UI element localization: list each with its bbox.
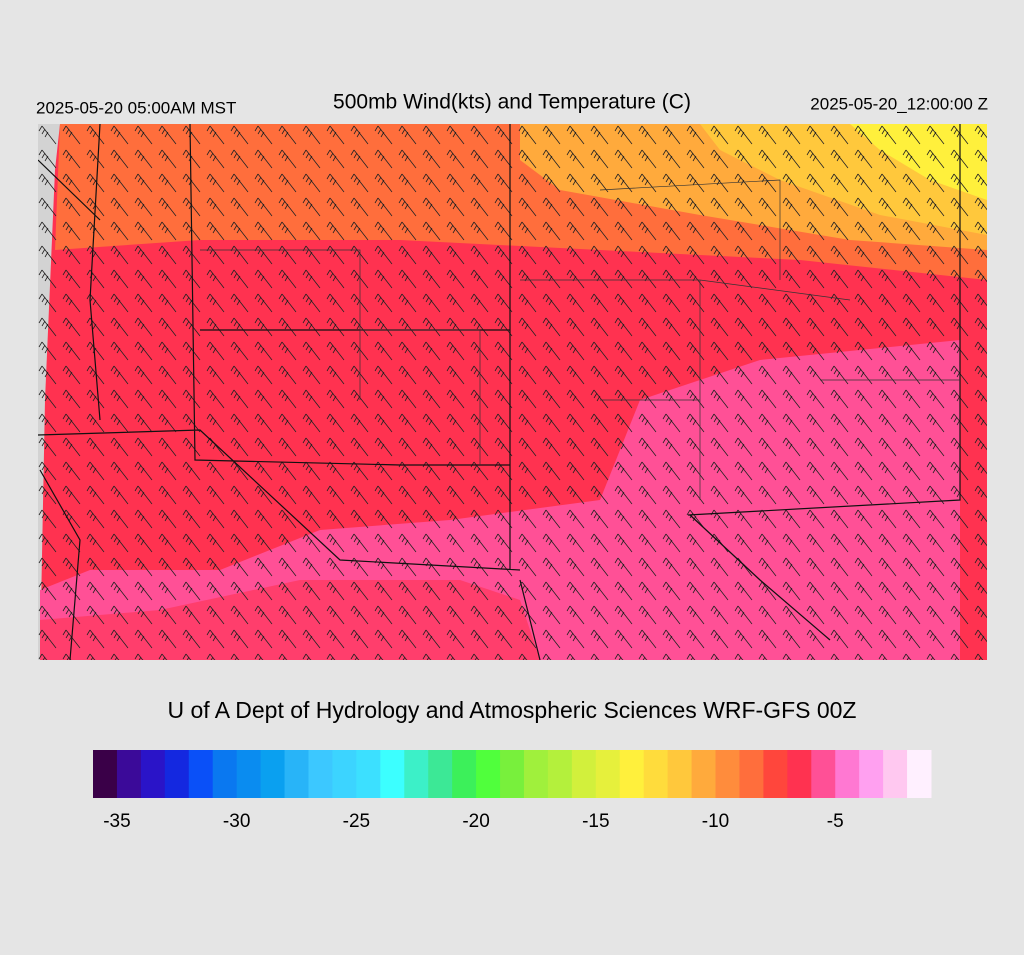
colorbar-swatch xyxy=(452,750,477,798)
colorbar-swatch xyxy=(380,750,405,798)
map-title: 500mb Wind(kts) and Temperature (C) xyxy=(333,91,691,114)
state-borders xyxy=(38,124,961,660)
valid-time-utc: 2025-05-20_12:00:00 Z xyxy=(810,94,988,113)
colorbar-swatch xyxy=(547,750,573,798)
colorbar-swatch xyxy=(619,750,645,798)
colorbar-swatch xyxy=(739,750,764,798)
colorbar-swatch xyxy=(500,750,525,798)
colorbar-tick-label: -25 xyxy=(343,811,370,832)
colorbar-tick-label: -10 xyxy=(702,811,729,832)
colorbar-swatch xyxy=(907,750,932,798)
colorbar-swatch xyxy=(811,750,836,798)
colorbar-tick-label: -35 xyxy=(103,811,130,832)
colorbar-swatch xyxy=(188,750,214,798)
colorbar-tick-label: -20 xyxy=(462,811,489,832)
wind-barbs xyxy=(38,124,987,660)
colorbar-swatch xyxy=(859,750,884,798)
colorbar-swatch xyxy=(787,750,812,798)
colorbar-swatch xyxy=(404,750,429,798)
colorbar-swatch xyxy=(476,750,501,798)
colorbar-swatch xyxy=(571,750,597,798)
colorbar-swatch xyxy=(595,750,621,798)
colorbar-swatch xyxy=(883,750,908,798)
colorbar-swatch xyxy=(212,750,238,798)
colorbar-swatch xyxy=(356,750,381,798)
colorbar-swatch xyxy=(428,750,453,798)
colorbar-swatch xyxy=(691,750,717,798)
colorbar-tick-label: -30 xyxy=(223,811,250,832)
colorbar-swatch xyxy=(284,750,309,798)
colorbar-swatch xyxy=(763,750,788,798)
colorbar-swatch xyxy=(332,750,357,798)
colorbar-swatch xyxy=(140,750,166,798)
colorbar: -35 -30 -25 -20 -15 -10 -5 xyxy=(93,750,932,832)
colorbar-swatch xyxy=(643,750,669,798)
credit: U of A Dept of Hydrology and Atmospheric… xyxy=(167,697,856,723)
colorbar-tick-label: -15 xyxy=(582,811,609,832)
colorbar-swatch xyxy=(164,750,190,798)
colorbar-swatch xyxy=(667,750,693,798)
county-borders xyxy=(200,179,960,500)
colorbar-swatch xyxy=(523,750,549,798)
colorbar-swatch xyxy=(835,750,860,798)
valid-time-local: 2025-05-20 05:00AM MST xyxy=(36,98,236,117)
colorbar-swatch xyxy=(260,750,286,798)
colorbar-swatch xyxy=(93,750,118,798)
map xyxy=(38,124,987,660)
colorbar-swatch xyxy=(715,750,740,798)
colorbar-swatch xyxy=(308,750,333,798)
colorbar-swatch xyxy=(236,750,262,798)
colorbar-tick-label: -5 xyxy=(827,811,844,832)
colorbar-swatch xyxy=(116,750,142,798)
